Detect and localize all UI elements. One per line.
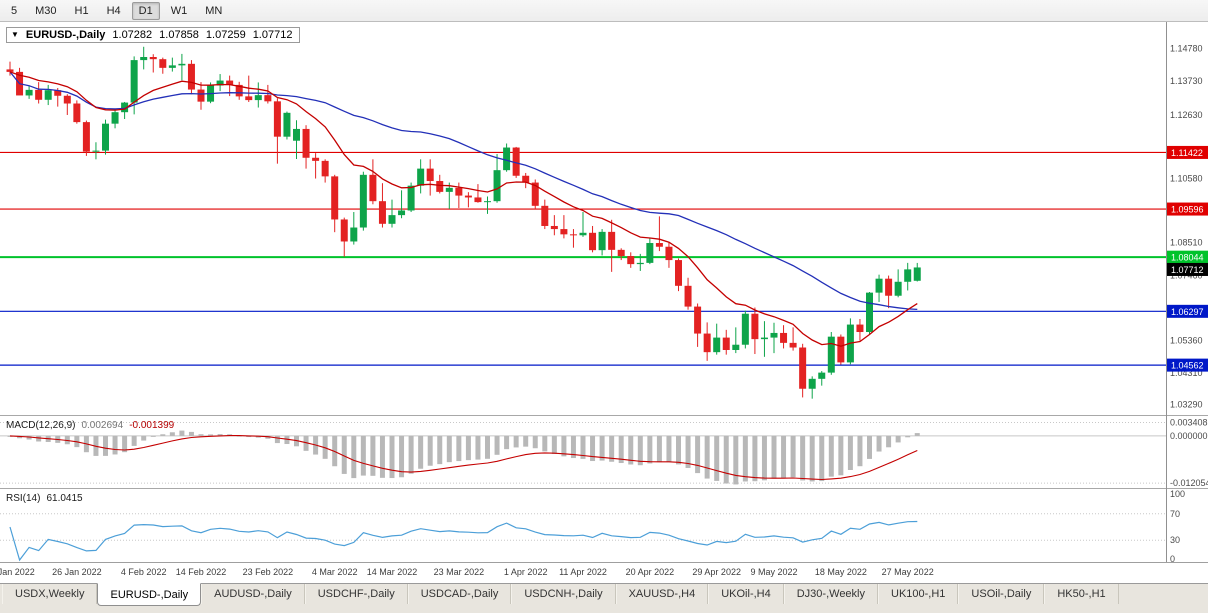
timeframe-button-W1[interactable]: W1 <box>170 4 188 17</box>
date-label: 11 Apr 2022 <box>559 567 607 577</box>
ohlc-low: 1.07259 <box>205 29 246 41</box>
svg-text:70: 70 <box>1170 509 1180 519</box>
date-label: 1 Apr 2022 <box>503 567 548 577</box>
svg-text:0.000000: 0.000000 <box>1170 431 1208 441</box>
symbol-dropdown-icon[interactable]: ▼ <box>11 30 19 39</box>
macd-value: 0.002694 <box>81 420 124 431</box>
svg-text:1.07712: 1.07712 <box>1171 265 1204 275</box>
timeframe-toolbar: 5 M30 H1 H4 D1 W1 MN <box>0 0 1208 22</box>
date-label: 17 Jan 2022 <box>0 567 35 577</box>
svg-text:1.14780: 1.14780 <box>1170 43 1203 53</box>
chart-tab-XAUUSD-H4[interactable]: XAUUSD-,H4 <box>615 584 709 604</box>
price-axis: 1.147801.137301.126301.105801.085101.074… <box>1170 43 1203 409</box>
rsi-panel: 100 70 30 0 <box>0 489 1185 563</box>
svg-text:1.06297: 1.06297 <box>1171 307 1204 317</box>
chart-tab-USOil-Daily[interactable]: USOil-,Daily <box>958 584 1045 604</box>
svg-text:1.12630: 1.12630 <box>1170 110 1203 120</box>
horizontal-price-lines[interactable] <box>0 151 1166 366</box>
svg-text:100: 100 <box>1170 489 1185 499</box>
timeframe-button-H4[interactable]: H4 <box>106 4 121 17</box>
svg-text:1.09596: 1.09596 <box>1171 205 1204 215</box>
macd-panel: 0.003408 0.000000 -0.012054 <box>0 418 1208 488</box>
svg-text:0.003408: 0.003408 <box>1170 418 1208 428</box>
rsi-name: RSI(14) <box>6 493 41 504</box>
chart-tab-USDX-Weekly[interactable]: USDX,Weekly <box>2 584 98 604</box>
date-label: 14 Mar 2022 <box>366 567 418 577</box>
date-label: 14 Feb 2022 <box>175 567 227 577</box>
chart-tab-USDCNH-Daily[interactable]: USDCNH-,Daily <box>511 584 616 604</box>
date-label: 18 May 2022 <box>814 567 867 577</box>
macd-name: MACD(12,26,9) <box>6 420 76 431</box>
macd-signal-value: -0.001399 <box>129 420 175 431</box>
date-label: 27 May 2022 <box>881 567 934 577</box>
rsi-value: 61.0415 <box>46 493 83 504</box>
chart-tab-AUDUSD-Daily[interactable]: AUDUSD-,Daily <box>201 584 305 604</box>
date-label: 23 Mar 2022 <box>433 567 485 577</box>
svg-text:1.04310: 1.04310 <box>1170 368 1203 378</box>
chart-symbol: EURUSD-,Daily <box>25 29 106 41</box>
svg-text:1.08044: 1.08044 <box>1171 253 1204 263</box>
ohlc-high: 1.07858 <box>159 29 199 41</box>
svg-text:-0.012054: -0.012054 <box>1170 478 1208 488</box>
current-price-label: 1.07712 <box>1167 262 1208 276</box>
svg-text:1.05360: 1.05360 <box>1170 335 1203 345</box>
rsi-indicator-label: RSI(14) 61.0415 <box>6 493 83 504</box>
price-label-1.11422: 1.11422 <box>1167 145 1208 159</box>
date-axis: 17 Jan 2022 26 Jan 2022 4 Feb 2022 14 Feb 2… <box>0 562 1208 584</box>
chart-tab-UKOil-H4[interactable]: UKOil-,H4 <box>708 584 784 604</box>
svg-text:1.13730: 1.13730 <box>1170 76 1203 86</box>
svg-text:1.04562: 1.04562 <box>1171 361 1204 371</box>
date-label: 20 Apr 2022 <box>625 567 675 577</box>
price-label-1.04562: 1.04562 <box>1167 358 1208 372</box>
svg-text:1.11422: 1.11422 <box>1171 148 1203 158</box>
date-label: 29 Apr 2022 <box>692 567 741 577</box>
chart-tab-USDCAD-Daily[interactable]: USDCAD-,Daily <box>407 584 512 604</box>
chart-tab-bar: USDX,Weekly EURUSD-,Daily AUDUSD-,Daily USD… <box>0 583 1208 613</box>
price-label-1.08044: 1.08044 <box>1167 250 1208 264</box>
price-label-1.09596: 1.09596 <box>1167 202 1208 216</box>
candlestick-series <box>6 46 921 399</box>
svg-text:1.10580: 1.10580 <box>1170 174 1203 184</box>
date-label: 26 Jan 2022 <box>52 567 102 577</box>
price-label-1.06297: 1.06297 <box>1167 304 1208 318</box>
macd-indicator-label: MACD(12,26,9) 0.002694 -0.001399 <box>6 420 174 431</box>
moving-averages <box>9 71 918 347</box>
chart-tab-HK50-H1[interactable]: HK50-,H1 <box>1044 584 1119 604</box>
timeframe-button-H1[interactable]: H1 <box>74 4 89 17</box>
date-label: 4 Feb 2022 <box>120 567 167 577</box>
chart-tab-DJ30-Weekly[interactable]: DJ30-,Weekly <box>783 584 878 604</box>
timeframe-button-MN[interactable]: MN <box>205 4 223 17</box>
timeframe-button-D1[interactable]: D1 <box>131 1 160 20</box>
ohlc-open: 1.07282 <box>112 29 153 41</box>
date-label: 9 May 2022 <box>750 567 798 577</box>
svg-text:1.03290: 1.03290 <box>1170 400 1203 410</box>
chart-ohlc-header[interactable]: ▼ EURUSD-,Daily 1.07282 1.07858 1.07259 … <box>6 27 301 43</box>
date-label: 4 Mar 2022 <box>311 567 358 577</box>
chart-tab-EURUSD-Daily[interactable]: EURUSD-,Daily <box>97 583 202 606</box>
chart-tab-USDCHF-Daily[interactable]: USDCHF-,Daily <box>304 584 408 604</box>
timeframe-button-M30[interactable]: M30 <box>35 4 57 17</box>
date-label: 23 Feb 2022 <box>242 567 294 577</box>
chart-tab-UK100-H1[interactable]: UK100-,H1 <box>878 584 959 604</box>
svg-text:1.08510: 1.08510 <box>1170 238 1203 248</box>
ohlc-close: 1.07712 <box>252 29 293 41</box>
svg-text:30: 30 <box>1170 535 1180 545</box>
svg-text:0: 0 <box>1170 554 1175 563</box>
chart-canvas[interactable]: 1.147801.137301.126301.105801.085101.074… <box>0 22 1208 563</box>
timeframe-button-5[interactable]: 5 <box>11 4 18 17</box>
